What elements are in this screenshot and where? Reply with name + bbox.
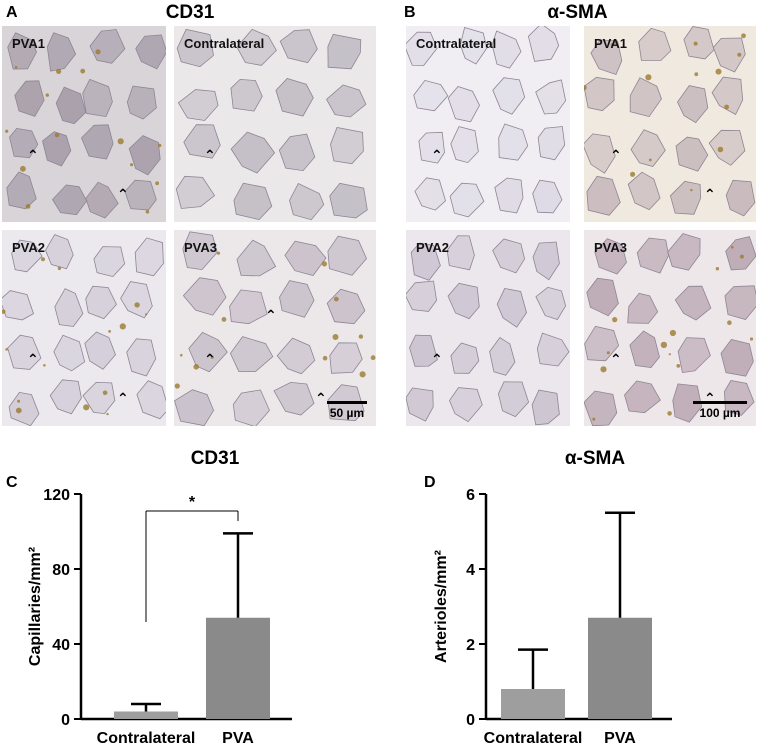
scale-bar-label: 100 µm — [699, 406, 741, 420]
chart-d-y-tick-label: 2 — [466, 637, 475, 654]
micrograph-label: PVA3 — [184, 240, 217, 255]
arrowhead-icon: ⌃ — [117, 390, 129, 406]
panel-letter-c: C — [6, 474, 18, 491]
micrograph-a-4: PVA3 ⌃ ⌃ ⌃ 50 µm — [174, 230, 376, 426]
chart-c-bar — [114, 711, 178, 719]
scale-bar: 50 µm — [324, 401, 370, 420]
arrowhead-icon: ⌃ — [431, 147, 443, 163]
micrograph-label: Contralateral — [416, 36, 497, 51]
arrowhead-icon: ⌃ — [704, 390, 716, 406]
chart-c-y-axis-label: Capillaries/mm² — [27, 547, 44, 666]
chart-c-bar — [206, 617, 270, 719]
chart-d-title: α-SMA — [564, 448, 626, 469]
chart-d: 0 2 4 6 Arterioles/mm² Contralateral PVA — [433, 487, 672, 747]
chart-d-bar — [501, 689, 565, 719]
arrowhead-icon: ⌃ — [117, 186, 129, 202]
chart-d-y-tick-label: 0 — [466, 712, 475, 729]
chart-d-y-tick-label: 4 — [466, 562, 475, 579]
micrograph-b-1: Contralateral ⌃ — [406, 26, 570, 222]
micrograph-a-2: Contralateral ⌃ — [174, 26, 376, 222]
chart-c: 0 40 80 120 Capillaries/mm² Contralateral PVA * — [27, 487, 292, 747]
chart-d-bar — [588, 617, 652, 719]
scale-bar-label: 50 µm — [329, 406, 365, 420]
chart-c-x-tick-label: Contralateral — [97, 730, 196, 747]
arrowhead-icon: ⌃ — [431, 351, 443, 367]
chart-d-y-axis-label: Arterioles/mm² — [433, 550, 450, 663]
chart-c-title: CD31 — [190, 448, 240, 469]
micrograph-label: PVA1 — [594, 36, 627, 51]
micrograph-b-4: PVA3 ⌃ ⌃ 100 µm — [584, 230, 756, 426]
panel-a-title: CD31 — [165, 2, 215, 23]
chart-c-y-tick-label: 0 — [61, 712, 70, 729]
micrograph-label: Contralateral — [184, 36, 265, 51]
chart-d-x-tick-label: PVA — [604, 730, 636, 747]
arrowhead-icon: ⌃ — [204, 351, 216, 367]
arrowhead-icon: ⌃ — [610, 147, 622, 163]
micrograph-a-3: PVA2 ⌃ ⌃ — [2, 230, 166, 426]
chart-c-x-tick-label: PVA — [222, 730, 254, 747]
arrowhead-icon: ⌃ — [27, 351, 39, 367]
panel-letter-d: D — [424, 474, 436, 491]
chart-c-y-tick-label: 80 — [52, 562, 70, 579]
scale-bar: 100 µm — [690, 401, 750, 420]
chart-c-y-tick-label: 40 — [52, 637, 70, 654]
micrograph-label: PVA2 — [416, 240, 449, 255]
arrowhead-icon: ⌃ — [704, 186, 716, 202]
panel-b-title: α-SMA — [547, 2, 608, 23]
micrograph-label: PVA2 — [12, 240, 45, 255]
panel-letter-b: B — [404, 4, 416, 21]
arrowhead-icon: ⌃ — [27, 147, 39, 163]
micrograph-a-1: PVA1 ⌃ ⌃ — [2, 26, 166, 222]
arrowhead-icon: ⌃ — [265, 307, 277, 323]
chart-d-y-tick-label: 6 — [466, 487, 475, 504]
arrowhead-icon: ⌃ — [315, 390, 327, 406]
chart-d-x-tick-label: Contralateral — [484, 730, 583, 747]
chart-c-y-tick-label: 120 — [43, 487, 70, 504]
panel-letter-a: A — [6, 4, 18, 21]
arrowhead-icon: ⌃ — [610, 351, 622, 367]
micrograph-label: PVA3 — [594, 240, 627, 255]
micrograph-b-2: PVA1 ⌃ ⌃ — [584, 26, 756, 222]
micrograph-b-3: PVA2 ⌃ — [406, 230, 570, 426]
arrowhead-icon: ⌃ — [204, 147, 216, 163]
chart-c-significance-label: * — [189, 494, 196, 511]
micrograph-label: PVA1 — [12, 36, 45, 51]
